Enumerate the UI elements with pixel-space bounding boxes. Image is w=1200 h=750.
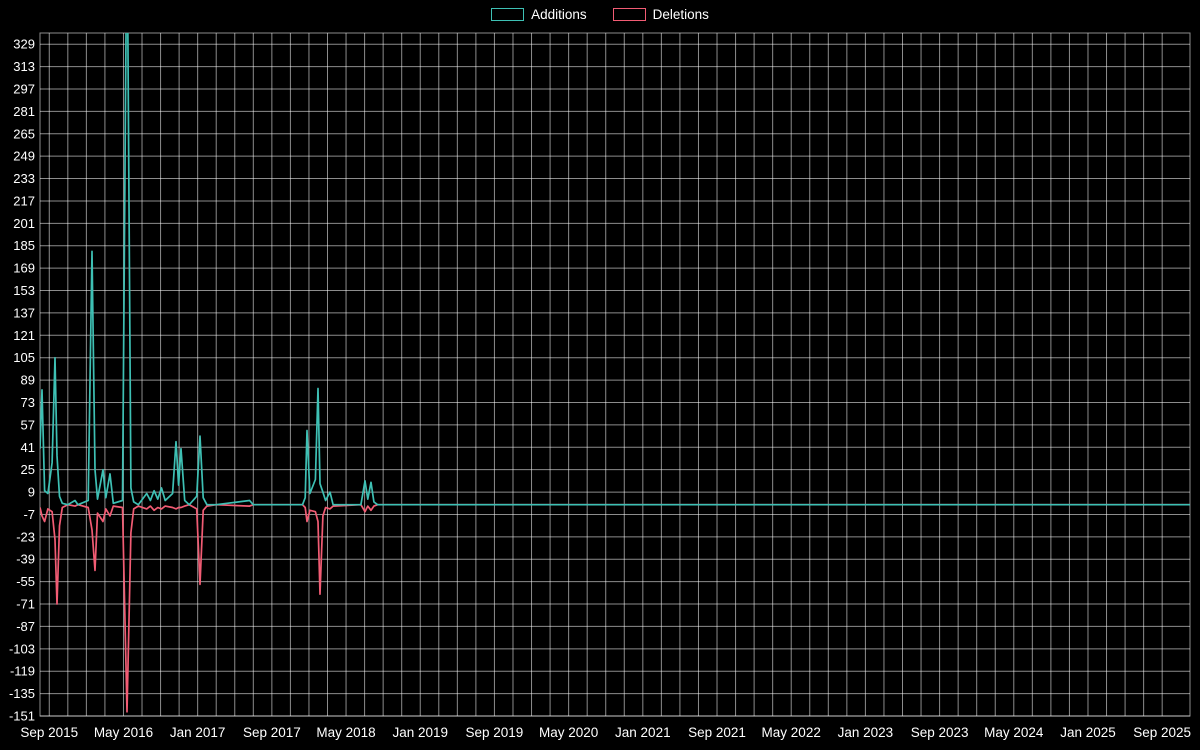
svg-text:Sep 2021: Sep 2021 [688,725,746,740]
svg-text:Jan 2021: Jan 2021 [615,725,671,740]
svg-text:May 2018: May 2018 [316,725,375,740]
svg-text:265: 265 [13,126,35,141]
svg-text:May 2022: May 2022 [762,725,821,740]
svg-text:185: 185 [13,238,35,253]
svg-text:-119: -119 [10,664,35,679]
svg-text:-103: -103 [9,641,35,656]
svg-text:Sep 2025: Sep 2025 [1133,725,1191,740]
legend-item-additions[interactable]: Additions [491,7,587,22]
svg-text:Sep 2019: Sep 2019 [466,725,524,740]
svg-text:313: 313 [13,59,35,74]
svg-text:Jan 2019: Jan 2019 [392,725,448,740]
svg-text:137: 137 [13,305,35,320]
svg-text:57: 57 [21,417,35,432]
svg-text:73: 73 [21,395,35,410]
deletions-swatch-icon [612,8,646,21]
legend-item-deletions[interactable]: Deletions [612,7,709,22]
svg-text:9: 9 [28,485,35,500]
svg-text:281: 281 [13,104,35,119]
svg-text:-87: -87 [16,619,35,634]
svg-text:-23: -23 [16,529,35,544]
svg-text:Sep 2023: Sep 2023 [911,725,969,740]
svg-text:217: 217 [13,193,35,208]
svg-text:May 2016: May 2016 [94,725,153,740]
legend-label-deletions: Deletions [652,7,709,22]
svg-text:Jan 2017: Jan 2017 [170,725,226,740]
svg-text:249: 249 [13,149,35,164]
svg-text:329: 329 [13,37,35,52]
svg-text:Sep 2017: Sep 2017 [243,725,301,740]
svg-text:-71: -71 [16,597,35,612]
svg-text:-55: -55 [16,574,35,589]
svg-text:-135: -135 [9,686,35,701]
svg-text:233: 233 [13,171,35,186]
svg-text:169: 169 [13,261,35,276]
svg-text:May 2020: May 2020 [539,725,598,740]
svg-text:-7: -7 [23,507,35,522]
svg-text:-39: -39 [16,552,35,567]
svg-text:-151: -151 [9,709,35,724]
svg-text:153: 153 [13,283,35,298]
svg-text:297: 297 [13,81,35,96]
svg-text:105: 105 [13,350,35,365]
chart-legend: Additions Deletions [0,7,1200,22]
svg-text:May 2024: May 2024 [984,725,1044,740]
svg-text:Sep 2015: Sep 2015 [20,725,78,740]
svg-text:89: 89 [21,373,35,388]
legend-label-additions: Additions [531,7,587,22]
svg-text:201: 201 [13,216,35,231]
svg-text:41: 41 [21,440,35,455]
svg-text:Jan 2025: Jan 2025 [1060,725,1116,740]
svg-text:25: 25 [21,462,35,477]
svg-text:Jan 2023: Jan 2023 [838,725,894,740]
additions-swatch-icon [491,8,525,21]
svg-text:121: 121 [13,328,35,343]
